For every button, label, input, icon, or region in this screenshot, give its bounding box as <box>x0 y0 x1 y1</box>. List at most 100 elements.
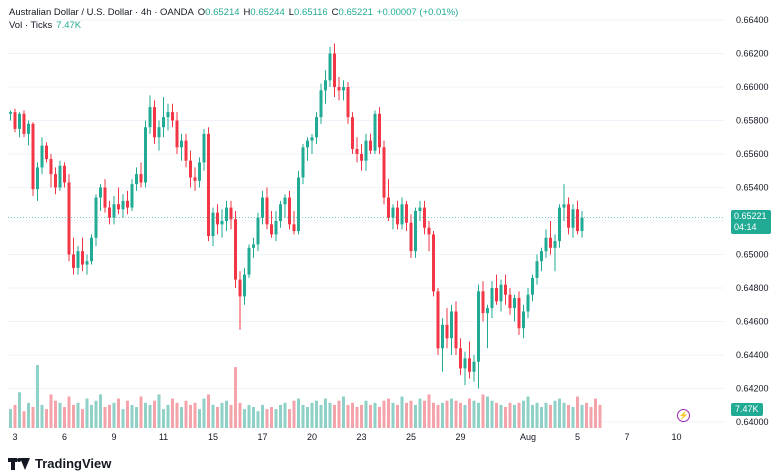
candle-body <box>373 113 377 151</box>
candle-body <box>76 251 80 268</box>
candle-body <box>252 244 255 248</box>
volume-bar <box>328 402 332 428</box>
volume-bar <box>598 404 602 428</box>
candle-body <box>531 277 534 295</box>
volume-bar <box>234 367 237 428</box>
candle-body <box>279 204 282 221</box>
x-tick-label: 15 <box>208 432 218 442</box>
volume-bar <box>585 402 588 428</box>
chart-grid <box>8 19 724 423</box>
candle-body <box>324 80 327 91</box>
volume-bar <box>333 404 336 428</box>
tradingview-logo[interactable]: TradingView <box>8 456 111 471</box>
lightning-alert-icon[interactable]: ⚡ <box>677 409 690 422</box>
candle-body <box>355 148 359 154</box>
candle-body <box>495 288 498 302</box>
candle-body <box>58 165 62 188</box>
symbol-title[interactable]: Australian Dollar / U.S. Dollar · 4h · O… <box>9 7 194 18</box>
chart-legend: Australian Dollar / U.S. Dollar · 4h · O… <box>9 6 458 32</box>
volume-bar <box>22 411 26 428</box>
volume-bar <box>594 398 597 428</box>
price-axis[interactable]: 0.66400 0.66200 0.66000 0.65800 0.65600 0.654… <box>736 15 769 427</box>
volume-bar <box>90 404 93 428</box>
y-tick-label: 0.65000 <box>736 250 769 260</box>
candle-body <box>27 123 30 134</box>
volume-bar <box>274 409 278 428</box>
candle-body <box>180 140 183 148</box>
y-tick-label: 0.66200 <box>736 49 769 59</box>
volume-bar <box>121 409 125 428</box>
volume-bar <box>310 402 314 428</box>
volume-bar <box>342 396 345 428</box>
volume-bar <box>306 407 309 428</box>
volume-bar <box>495 402 498 428</box>
candle-body <box>540 251 543 262</box>
candle-body <box>121 200 125 210</box>
time-axis[interactable]: 3 6 9 11 15 17 20 23 25 29 Aug 5 7 10 <box>12 432 681 442</box>
candle-body <box>22 113 26 134</box>
candle-body <box>567 204 570 228</box>
volume-bar <box>531 404 534 428</box>
candle-body <box>108 207 111 218</box>
candle-body <box>576 209 579 232</box>
bar-countdown: 04:14 <box>734 222 757 232</box>
volume-bar <box>504 407 507 428</box>
volume-bar <box>369 404 372 428</box>
candle-body <box>346 87 350 118</box>
volume-label[interactable]: Vol · Ticks <box>9 20 53 31</box>
volume-bar <box>490 400 494 428</box>
volume-bar <box>261 404 264 428</box>
candle-body <box>454 311 458 349</box>
candle-body <box>270 224 273 235</box>
x-tick-label: 11 <box>159 432 168 442</box>
tradingview-logo-icon <box>8 457 30 470</box>
volume-bar <box>364 400 368 428</box>
candle-body <box>153 107 156 138</box>
volume-bar <box>400 396 404 428</box>
x-tick-label: 10 <box>671 432 681 442</box>
candle-body <box>306 140 309 148</box>
volume-legend-row: Vol · Ticks 7.47K <box>9 19 458 32</box>
volume-bar <box>387 398 390 428</box>
candle-body <box>414 210 417 252</box>
volume-bar <box>49 394 53 428</box>
candle-body <box>166 112 170 118</box>
volume-bar <box>288 409 291 428</box>
candle-body <box>499 284 503 302</box>
x-tick-label: 17 <box>257 432 267 442</box>
candle-body <box>211 212 215 237</box>
candle-body <box>378 113 381 148</box>
candle-body <box>337 87 341 91</box>
candle-body <box>490 288 494 309</box>
candle-body <box>171 112 174 121</box>
candle-body <box>441 324 444 349</box>
volume-bar <box>144 402 147 428</box>
candle-body <box>283 197 287 205</box>
x-tick-label: 6 <box>62 432 67 442</box>
y-tick-label: 0.65800 <box>736 116 769 126</box>
candle-body <box>360 154 363 161</box>
current-price-value: 0.65221 <box>734 211 767 221</box>
volume-bar <box>378 407 381 428</box>
x-tick-label: 23 <box>356 432 366 442</box>
volume-bar <box>126 400 129 428</box>
candle-body <box>103 187 107 208</box>
volume-bar <box>252 407 255 428</box>
volume-bar <box>315 400 318 428</box>
volume-bar <box>463 404 467 428</box>
volume-bar <box>67 396 71 428</box>
volume-bar <box>171 398 174 428</box>
candle-body <box>202 133 206 163</box>
candle-body <box>423 207 426 228</box>
volume-bar <box>562 402 566 428</box>
volume-bar <box>472 400 476 428</box>
y-tick-label: 0.65400 <box>736 183 769 193</box>
candle-body <box>40 145 44 168</box>
candle-body <box>99 187 102 198</box>
volume-bar <box>508 402 512 428</box>
volume-bar <box>391 402 395 428</box>
candle-body <box>436 291 440 349</box>
candle-body <box>216 212 219 225</box>
y-tick-label: 0.65600 <box>736 149 769 159</box>
